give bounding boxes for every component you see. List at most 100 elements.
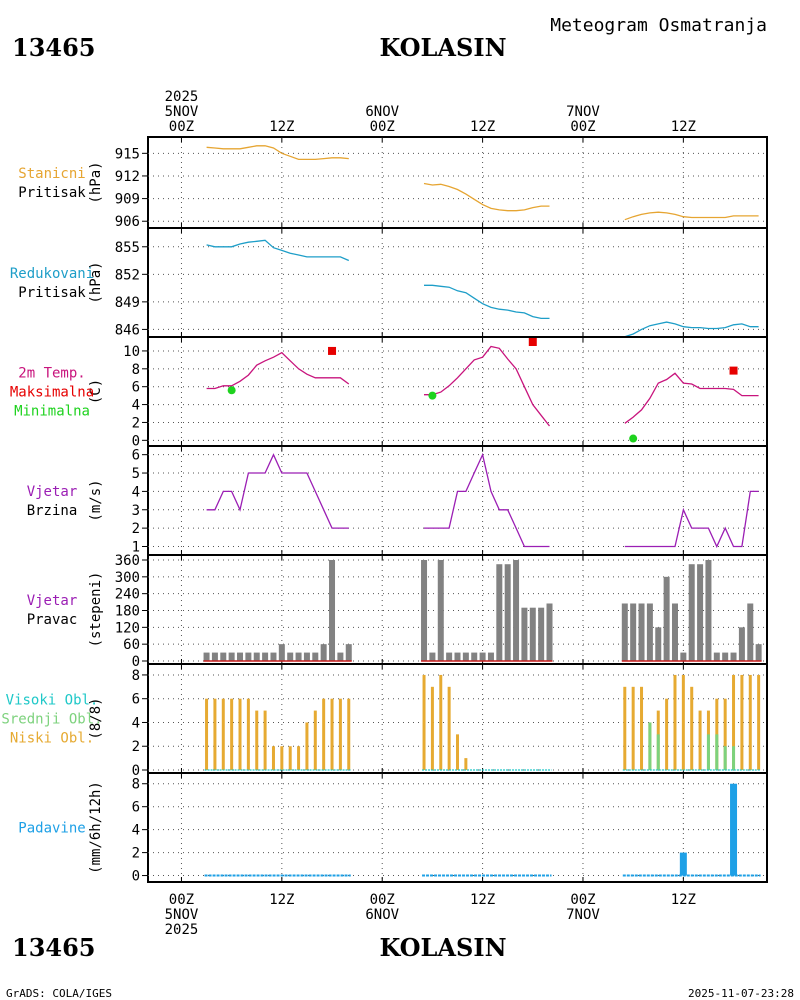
direction-bar (228, 652, 235, 661)
y-tick-label: 6 (132, 800, 140, 816)
y-tick-label: 240 (115, 587, 140, 603)
tmin-marker (227, 386, 236, 395)
y-tick-label: 120 (115, 620, 140, 636)
direction-bar (203, 652, 210, 661)
low-cloud-bar (213, 698, 217, 770)
direction-bar (429, 652, 436, 661)
direction-bar (320, 644, 327, 661)
panel-label: Visoki Obl. (6, 693, 99, 709)
low-cloud-bar (255, 710, 259, 770)
y-tick-label: 0 (132, 763, 140, 779)
y-tick-label: 2 (132, 415, 140, 431)
y-tick-label: 849 (115, 295, 140, 311)
series-line (424, 345, 551, 427)
series-line (624, 490, 759, 549)
series-line (423, 182, 550, 212)
direction-bar (270, 652, 277, 661)
direction-bar (521, 607, 528, 661)
direction-bar (747, 603, 754, 661)
precip-bar (730, 783, 738, 876)
y-tick-label: 846 (115, 322, 140, 338)
y-tick-label: 915 (115, 146, 140, 162)
low-cloud-bar (430, 686, 434, 770)
low-cloud-bar (640, 686, 644, 770)
top-tick-label: 00Z (169, 119, 194, 135)
y-tick-label: 60 (123, 637, 140, 653)
panel-wind_speed: 1 2 3 4 5 6 (m/s) Vjetar Brzina (27, 445, 768, 556)
low-cloud-bar (740, 674, 744, 770)
panel-frame (147, 336, 768, 447)
bottom-tick-label: 00Z (570, 892, 595, 908)
low-cloud-bar (681, 674, 685, 770)
direction-bar (705, 560, 712, 661)
direction-bar (337, 652, 344, 661)
direction-bar (730, 652, 737, 661)
series-line (206, 239, 350, 262)
y-tick-label: 300 (115, 570, 140, 586)
y-axis-label: (hPa) (88, 161, 104, 203)
y-tick-label: 912 (115, 169, 140, 185)
direction-bar (713, 652, 720, 661)
panel-label: 2m Temp. (18, 366, 85, 382)
direction-bar (253, 652, 260, 661)
low-cloud-bar (246, 698, 250, 770)
low-cloud-bar (205, 698, 209, 770)
y-tick-label: 0 (132, 433, 140, 449)
top-tick-label: 00Z (570, 119, 595, 135)
low-cloud-bar (280, 746, 284, 770)
direction-bar (688, 564, 695, 661)
low-cloud-bar (715, 698, 719, 770)
panel-label: Brzina (27, 503, 78, 519)
direction-bar (722, 652, 729, 661)
direction-bar (421, 560, 428, 661)
tmax-marker (528, 338, 537, 346)
direction-bar (245, 652, 252, 661)
panel-label: Padavine (18, 821, 85, 837)
bottom-tick-label: 2025 (165, 922, 199, 938)
mid-cloud-bar (723, 746, 727, 770)
panel-label: Niski Obl. (10, 731, 94, 747)
panel-label: Vjetar (27, 484, 78, 500)
station-id-top: 13465 (12, 33, 96, 62)
low-cloud-bar (673, 674, 677, 770)
direction-bar (496, 564, 503, 661)
panel-station_pressure: 906 909 912 915 (hPa)Stanicni Pritisak (18, 136, 768, 230)
low-cloud-bar (297, 746, 301, 770)
low-cloud-bar (665, 698, 669, 770)
low-cloud-bar (757, 674, 761, 770)
direction-bar (697, 564, 704, 661)
series-line (624, 372, 759, 424)
direction-bar (638, 603, 645, 661)
bottom-tick-label: 5NOV (165, 907, 199, 923)
y-tick-label: 6 (132, 380, 140, 396)
station-id-bottom: 13465 (12, 933, 96, 962)
panel-label: Redukovani (10, 266, 94, 282)
y-tick-label: 852 (115, 267, 140, 283)
bottom-tick-label: 12Z (470, 892, 495, 908)
direction-bar (211, 652, 218, 661)
direction-bar (538, 607, 545, 661)
tmin-marker (428, 391, 437, 400)
low-cloud-bar (338, 698, 342, 770)
direction-bar (462, 652, 469, 661)
panel-frame (147, 772, 768, 883)
low-cloud-bar (305, 722, 309, 770)
series-line (624, 321, 759, 338)
panel-cloud_cover: 0 2 4 6 8 (8/8)Visoki Obl. Srednji Obl. Niski O… (1, 663, 768, 779)
y-tick-label: 10 (123, 344, 140, 360)
direction-bar (671, 603, 678, 661)
direction-bar (303, 652, 310, 661)
panel-precipitation: 0 2 4 6 8 (mm/6h/12h)Padavine (18, 772, 768, 885)
low-cloud-bar (447, 686, 451, 770)
footer-software: GrADS: COLA/IGES (6, 987, 112, 1000)
mid-cloud-bar (706, 734, 710, 770)
station-name-top: KOLASIN (379, 33, 506, 62)
meteogram-panels: 906909912915(hPa)StanicniPritisak8468498… (1, 136, 768, 885)
y-tick-label: 2 (132, 521, 140, 537)
direction-bar (345, 644, 352, 661)
bottom-tick-label: 00Z (370, 892, 395, 908)
y-tick-label: 2 (132, 846, 140, 862)
top-tick-label: 6NOV (365, 104, 399, 120)
